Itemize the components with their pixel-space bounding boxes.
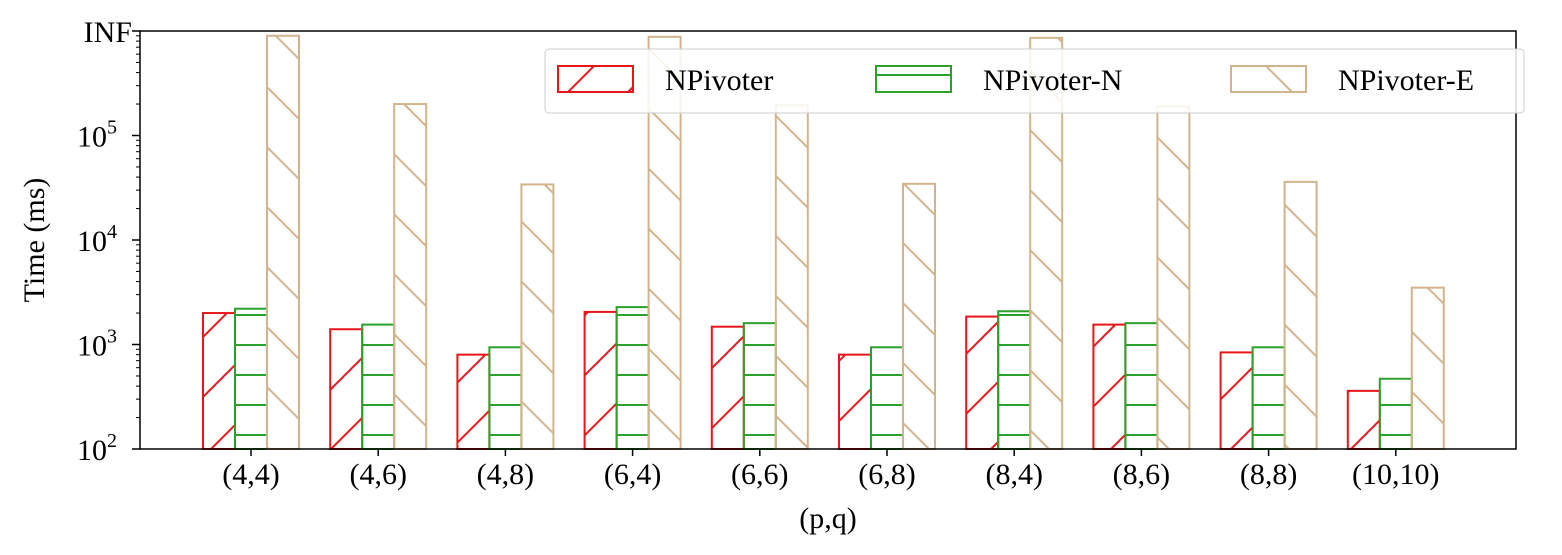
- bar-npivoter-n-4: [742, 322, 777, 450]
- legend-label-npivoter: NPivoter: [665, 64, 773, 97]
- legend-swatch-npivoter-e: [1230, 65, 1307, 93]
- x-tick-label: (8,4): [985, 458, 1042, 491]
- x-tick-label: (6,4): [604, 458, 661, 491]
- bar-npivoter-n-9: [1378, 377, 1413, 450]
- bars-group: [202, 34, 1445, 451]
- bar-npivoter-n-2: [488, 346, 523, 450]
- bar-npivoter-n-5: [870, 346, 904, 450]
- bar-npivoter-n-1: [361, 323, 396, 451]
- x-tick-label: (8,8): [1240, 458, 1297, 491]
- plot-frame: [139, 30, 1517, 450]
- bar-npivoter-n-7: [1124, 322, 1159, 450]
- y-tick-label-inf: INF: [84, 16, 132, 49]
- ticks-group: (4,4) (4,6) (4,8) (6,4) (6,6) (6,8) (8,4) (8,6)…: [77, 16, 1440, 491]
- bar-npivoter-0: [202, 312, 236, 450]
- bar-npivoter-e-9: [1410, 286, 1445, 451]
- y-tick-label: 103: [77, 326, 117, 363]
- y-tick-label: 102: [77, 430, 117, 467]
- bar-npivoter-e-4: [774, 104, 809, 451]
- bar-npivoter-n-3: [615, 306, 650, 450]
- bar-npivoter-n-6: [997, 310, 1032, 451]
- x-tick-label: (4,8): [477, 458, 534, 491]
- legend-swatch-npivoter: [557, 65, 634, 93]
- x-tick-label: (8,6): [1113, 458, 1170, 491]
- x-axis-label: (p,q): [799, 502, 856, 535]
- bar-npivoter-e-1: [393, 103, 428, 451]
- bar-npivoter-e-5: [902, 182, 936, 450]
- bar-npivoter-6: [965, 315, 1000, 451]
- bar-npivoter-5: [838, 353, 872, 451]
- bar-npivoter-9: [1346, 389, 1381, 451]
- bar-npivoter-n-0: [234, 307, 268, 450]
- bar-npivoter-4: [710, 325, 745, 450]
- bar-npivoter-e-8: [1283, 180, 1318, 450]
- x-tick-label: (4,6): [349, 458, 406, 491]
- y-tick-label: 105: [77, 117, 117, 154]
- y-axis-label: Time (ms): [18, 178, 51, 303]
- bar-npivoter-e-2: [520, 183, 555, 450]
- bar-npivoter-e-7: [1156, 105, 1191, 451]
- bar-npivoter-1: [329, 328, 364, 450]
- bar-npivoter-n-8: [1251, 346, 1286, 450]
- bar-npivoter-e-0: [266, 34, 300, 451]
- bar-npivoter-7: [1092, 323, 1127, 451]
- x-tick-label: (6,6): [731, 458, 788, 491]
- legend-label-npivoter-e: NPivoter-E: [1338, 64, 1474, 97]
- x-tick-label: (4,4): [222, 458, 279, 491]
- bar-npivoter-3: [583, 310, 618, 450]
- legend: NPivoter NPivoter-N NPivoter-E: [544, 48, 1525, 114]
- legend-swatch-npivoter-n: [875, 65, 952, 93]
- bar-npivoter-2: [456, 353, 491, 451]
- y-tick-label: 104: [77, 221, 117, 258]
- x-tick-label: (6,8): [858, 458, 915, 491]
- bar-npivoter-8: [1219, 351, 1254, 450]
- legend-label-npivoter-n: NPivoter-N: [983, 64, 1122, 97]
- x-tick-label: (10,10): [1352, 458, 1439, 491]
